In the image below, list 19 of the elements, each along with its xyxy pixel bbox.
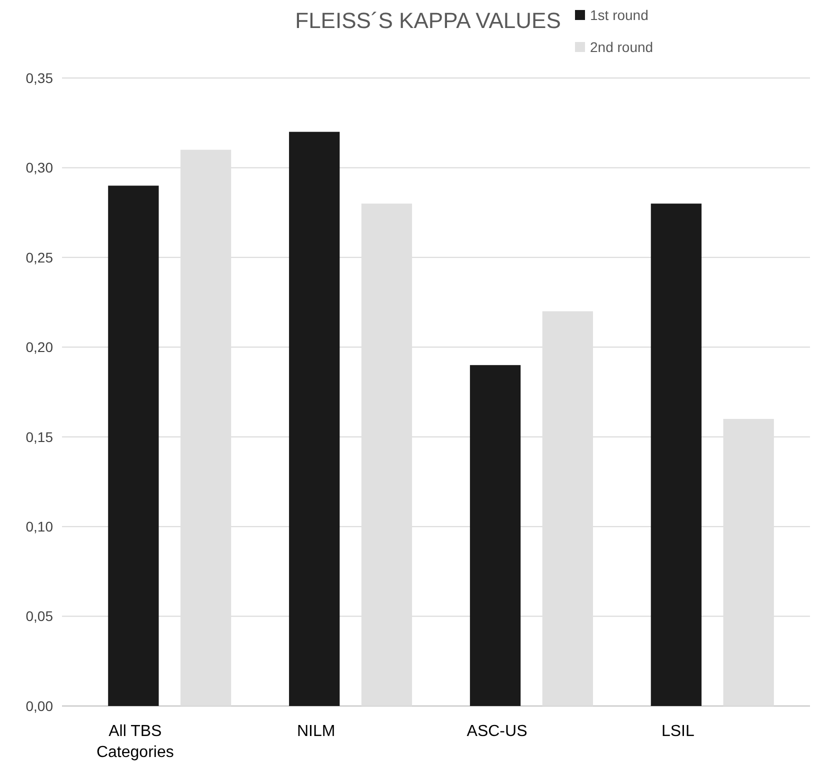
- y-tick-label: 0,20: [26, 339, 54, 356]
- bar: [470, 365, 521, 706]
- chart-title: FLEISS´S KAPPA VALUES: [295, 8, 561, 33]
- bar: [108, 186, 159, 706]
- bar: [289, 132, 340, 706]
- y-tick-label: 0,10: [26, 518, 54, 534]
- y-tick-label: 0,05: [26, 608, 54, 624]
- y-tick-label: 0,30: [26, 160, 54, 176]
- y-tick-label: 0,25: [26, 249, 54, 266]
- x-tick-label: ASC-US: [466, 723, 528, 740]
- y-tick-label: 0,00: [26, 698, 54, 714]
- legend-label: 1st round: [590, 6, 648, 23]
- y-tick-label: 0,35: [26, 70, 54, 86]
- x-tick-label: NILM: [296, 723, 336, 740]
- legend-label: 2nd round: [590, 38, 654, 55]
- y-tick-label: 0,15: [26, 428, 54, 445]
- x-tick-label: LSIL: [661, 723, 694, 740]
- x-tick-label: All TBS Categories: [96, 723, 174, 761]
- bar: [650, 204, 702, 706]
